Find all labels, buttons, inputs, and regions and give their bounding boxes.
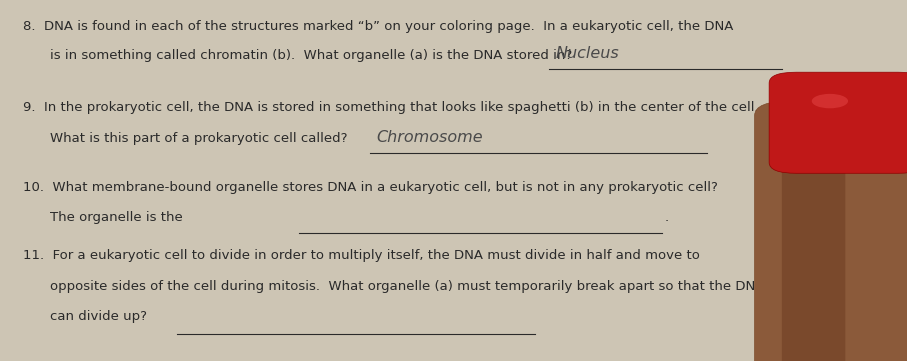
FancyBboxPatch shape	[782, 112, 845, 361]
Text: Nucleus: Nucleus	[555, 46, 619, 61]
FancyBboxPatch shape	[755, 101, 907, 361]
Ellipse shape	[812, 94, 848, 108]
Text: 11.  For a eukaryotic cell to divide in order to multiply itself, the DNA must d: 11. For a eukaryotic cell to divide in o…	[23, 249, 699, 262]
Text: Chromosome: Chromosome	[376, 130, 483, 145]
FancyBboxPatch shape	[769, 72, 907, 173]
Text: 10.  What membrane-bound organelle stores DNA in a eukaryotic cell, but is not i: 10. What membrane-bound organelle stores…	[23, 180, 717, 193]
Text: The organelle is the: The organelle is the	[50, 211, 182, 224]
Text: opposite sides of the cell during mitosis.  What organelle (a) must temporarily : opposite sides of the cell during mitosi…	[50, 280, 765, 293]
Text: can divide up?: can divide up?	[50, 310, 147, 323]
Text: 9.  In the prokaryotic cell, the DNA is stored in something that looks like spag: 9. In the prokaryotic cell, the DNA is s…	[23, 101, 758, 114]
Text: 8.  DNA is found in each of the structures marked “b” on your coloring page.  In: 8. DNA is found in each of the structure…	[23, 20, 733, 33]
Text: is in something called chromatin (b).  What organelle (a) is the DNA stored in?: is in something called chromatin (b). Wh…	[50, 49, 572, 62]
Text: .: .	[665, 211, 669, 224]
Text: What is this part of a prokaryotic cell called?: What is this part of a prokaryotic cell …	[50, 132, 347, 145]
